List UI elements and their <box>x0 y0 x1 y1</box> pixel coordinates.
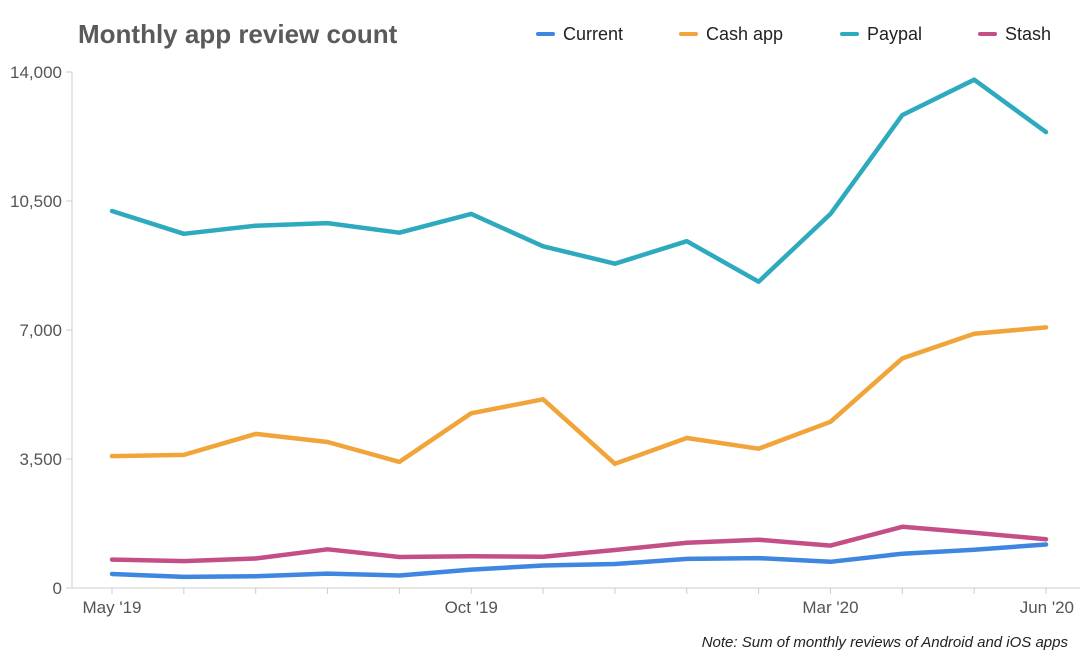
legend-label-cash-app: Cash app <box>706 24 783 44</box>
x-tick-label: Oct '19 <box>445 598 498 617</box>
y-tick-label: 7,000 <box>19 321 62 340</box>
x-tick-label: May '19 <box>83 598 142 617</box>
series-lines <box>109 77 1049 580</box>
series-line-stash <box>109 524 1049 564</box>
legend-label-current: Current <box>563 24 623 44</box>
y-tick-label: 14,000 <box>10 63 62 82</box>
x-tick-label: Mar '20 <box>802 598 858 617</box>
legend-label-paypal: Paypal <box>867 24 922 44</box>
series-line-current <box>109 542 1049 580</box>
legend-label-stash: Stash <box>1005 24 1051 44</box>
series-line-paypal <box>109 77 1049 284</box>
x-axis: May '19 Oct '19 Mar '20 Jun '20 <box>72 587 1080 617</box>
y-tick-label: 0 <box>53 579 62 598</box>
y-axis: 0 3,500 7,000 10,500 14,000 <box>10 63 73 598</box>
chart-note: Note: Sum of monthly reviews of Android … <box>702 634 1069 651</box>
chart-title: Monthly app review count <box>78 19 398 49</box>
x-tick-label: Jun '20 <box>1020 598 1074 617</box>
legend: Current Cash app Paypal Stash <box>536 24 1051 44</box>
y-tick-label: 3,500 <box>19 450 62 469</box>
series-line-cash-app <box>109 325 1049 467</box>
y-tick-label: 10,500 <box>10 192 62 211</box>
